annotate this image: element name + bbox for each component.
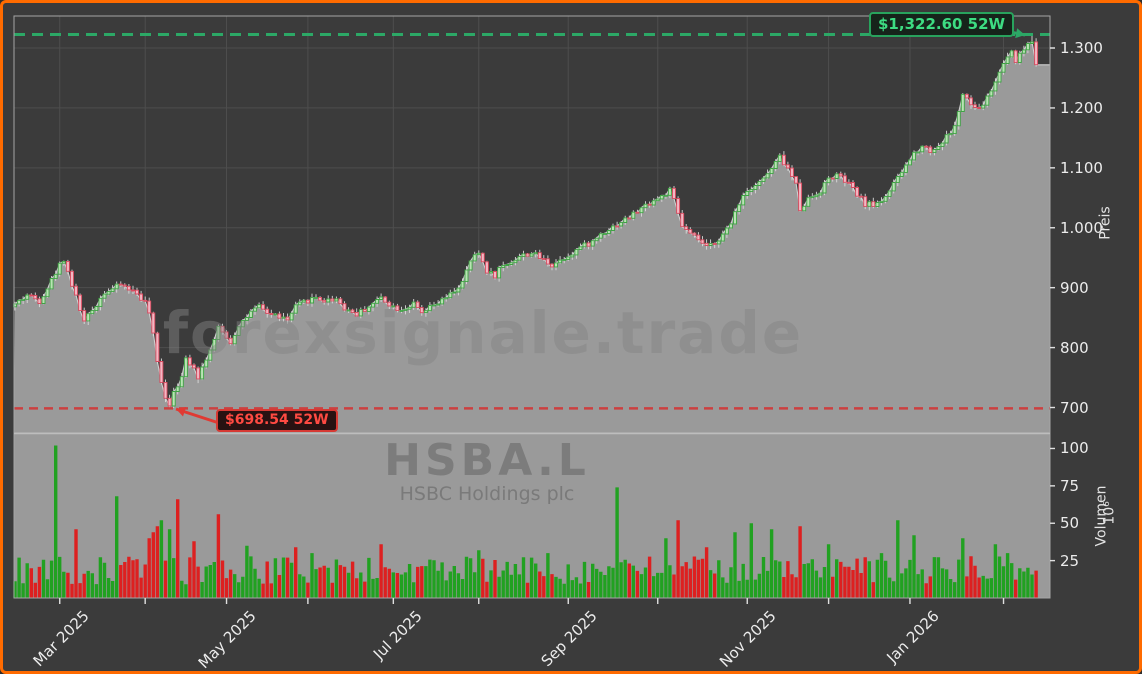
candlestick-plot	[13, 15, 1055, 604]
low-52w-badge: $698.54 52W	[216, 409, 338, 432]
volume-tick-label: 75	[1060, 476, 1080, 495]
high-52w-badge: $1,322.60 52W	[869, 12, 1015, 37]
price-area-fill	[14, 41, 1050, 433]
candles-up	[13, 41, 1034, 407]
tick-marks	[59, 47, 1055, 604]
volume-tick-label: 25	[1060, 551, 1080, 570]
price-tick-label: 1.000	[1060, 218, 1103, 237]
price-tick-label: 700	[1060, 398, 1089, 417]
price-tick-label: 1.200	[1060, 98, 1103, 117]
price-tick-label: 800	[1060, 338, 1089, 357]
volume-tick-label: 50	[1060, 514, 1080, 533]
volume-axis-unit: 10⁶	[1101, 501, 1118, 525]
volume-bars-down	[29, 499, 1038, 598]
high-arrow-head	[1015, 28, 1025, 39]
volume-bars-up	[13, 445, 1034, 598]
volume-tick-label: 100	[1060, 439, 1089, 458]
candles-down	[29, 41, 1039, 407]
low-arrow-head	[176, 407, 187, 417]
price-tick-label: 1.300	[1060, 39, 1103, 57]
price-tick-label: 900	[1060, 278, 1089, 297]
price-tick-label: 1.100	[1060, 158, 1103, 177]
price-panel-spine	[13, 15, 1051, 433]
